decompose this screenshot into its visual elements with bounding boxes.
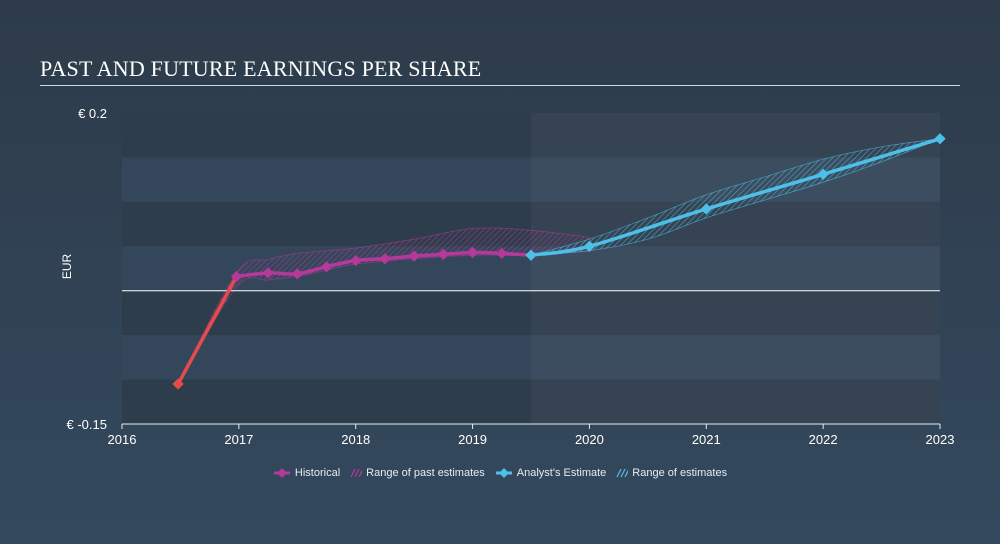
historical-point [466, 246, 479, 259]
legend-item: Historical [273, 467, 340, 479]
legend-item: Analyst's Estimate [495, 467, 607, 479]
x-axis-ticks: 2016 2017 2018 2019 2020 2021 2022 2023 [108, 424, 955, 447]
background-band [122, 113, 940, 158]
series-lines [172, 133, 946, 390]
historical-loss-segment [176, 274, 239, 386]
historical-point [350, 254, 362, 267]
historical-point [437, 248, 450, 260]
x-tick-label: 2016 [108, 432, 137, 447]
legend-label: Range of past estimates [366, 467, 485, 479]
x-tick-label: 2023 [926, 432, 955, 447]
x-tick-label: 2018 [341, 432, 370, 447]
historical-point [172, 378, 184, 390]
historical-point [496, 247, 508, 260]
legend-label: Range of estimates [632, 467, 728, 479]
legend-hatch-swatch [350, 468, 363, 478]
historical-point [408, 250, 420, 262]
historical-point [320, 261, 333, 273]
y-axis-label: EUR [60, 254, 74, 280]
historical-point [379, 253, 391, 265]
legend-label: Analyst's Estimate [516, 467, 607, 479]
estimate-point [934, 133, 946, 145]
legend-line-swatch [495, 468, 512, 478]
legend-hatch-swatch [616, 468, 629, 478]
x-tick-label: 2022 [809, 432, 838, 447]
y-tick-label: € 0.2 [78, 106, 107, 121]
estimate-point [525, 249, 537, 261]
historical-point [262, 267, 274, 279]
x-tick-label: 2019 [458, 432, 487, 447]
y-tick-label: € -0.15 [67, 417, 107, 432]
historical-point [230, 270, 243, 283]
estimate-point [700, 203, 712, 215]
x-tick-label: 2020 [575, 432, 604, 447]
legend-item: Range of estimates [616, 467, 727, 479]
estimate-point [583, 240, 596, 252]
background-band [122, 335, 940, 380]
x-tick-label: 2017 [224, 432, 253, 447]
legend: Historical Range of past estimates Analyst… [0, 467, 1000, 479]
legend-item: Range of past estimates [350, 467, 485, 479]
historical-point [291, 268, 303, 280]
title-divider [40, 85, 960, 86]
legend-line-swatch [273, 468, 290, 478]
background-band [122, 290, 940, 336]
legend-label: Historical [294, 467, 341, 479]
estimate-point [817, 168, 829, 180]
background-band [122, 379, 940, 424]
y-axis-ticks: € 0.2 € -0.15 [67, 106, 107, 432]
chart-title: PAST AND FUTURE EARNINGS PER SHARE [40, 56, 482, 81]
x-tick-label: 2021 [692, 432, 721, 447]
